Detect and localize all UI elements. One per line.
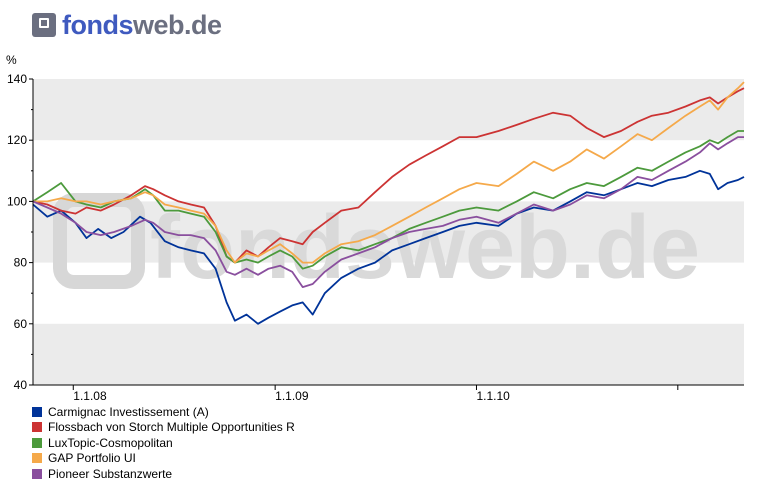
- logo-icon: [32, 13, 56, 37]
- series-line-4: [33, 81, 745, 264]
- legend-item: LuxTopic-Cosmopolitan: [32, 435, 295, 451]
- legend-label: LuxTopic-Cosmopolitan: [48, 435, 173, 450]
- y-axis-label: %: [6, 53, 17, 67]
- legend-swatch: [32, 453, 42, 464]
- grid-band: [33, 79, 744, 141]
- axes: 40 60 80 100 120 140 1.1.08 1.1.09 1.1.10: [7, 72, 744, 400]
- legend-swatch: [32, 468, 42, 479]
- x-tick-label: 1.1.10: [476, 389, 510, 400]
- x-tick-label: 1.1.09: [275, 389, 309, 400]
- watermark-text: fondsweb.de: [150, 198, 700, 298]
- legend-swatch: [32, 406, 42, 417]
- legend-swatch: [32, 422, 42, 433]
- legend-item: Carmignac Investissement (A): [32, 404, 295, 420]
- watermark: fondsweb.de: [53, 193, 700, 298]
- y-tick-label: 40: [14, 378, 28, 392]
- y-tick-label: 80: [14, 256, 28, 270]
- x-tick-label: 1.1.08: [73, 389, 107, 400]
- legend-item: Flossbach von Storch Multiple Opportunit…: [32, 420, 295, 436]
- line-chart: fondsweb.de 40 60 80 100 120 140 1.1.08 1.1.09 1…: [6, 53, 745, 400]
- y-tick-label: 120: [7, 133, 27, 147]
- fondsweb-logo: fondsweb.de: [32, 8, 222, 42]
- grid-band: [33, 323, 744, 385]
- watermark-icon: [53, 193, 145, 289]
- legend-label: GAP Portfolio UI: [48, 451, 136, 466]
- y-tick-label: 100: [7, 194, 27, 208]
- legend-label: Flossbach von Storch Multiple Opportunit…: [48, 420, 295, 435]
- legend-item: Pioneer Substanzwerte: [32, 466, 295, 482]
- y-tick-label: 140: [7, 72, 27, 86]
- legend-item: GAP Portfolio UI: [32, 451, 295, 467]
- legend-label: Pioneer Substanzwerte: [48, 466, 173, 481]
- series-line-5: [32, 136, 744, 289]
- legend: Carmignac Investissement (A) Flossbach vo…: [32, 404, 295, 482]
- legend-label: Carmignac Investissement (A): [48, 404, 209, 419]
- series-lines: [32, 81, 745, 325]
- grid-bands: [33, 79, 744, 385]
- legend-swatch: [32, 437, 42, 448]
- series-line-3: [32, 130, 744, 270]
- series-line-2: [32, 87, 745, 264]
- y-tick-label: 60: [14, 317, 28, 331]
- logo-text: fondsweb.de: [62, 9, 222, 40]
